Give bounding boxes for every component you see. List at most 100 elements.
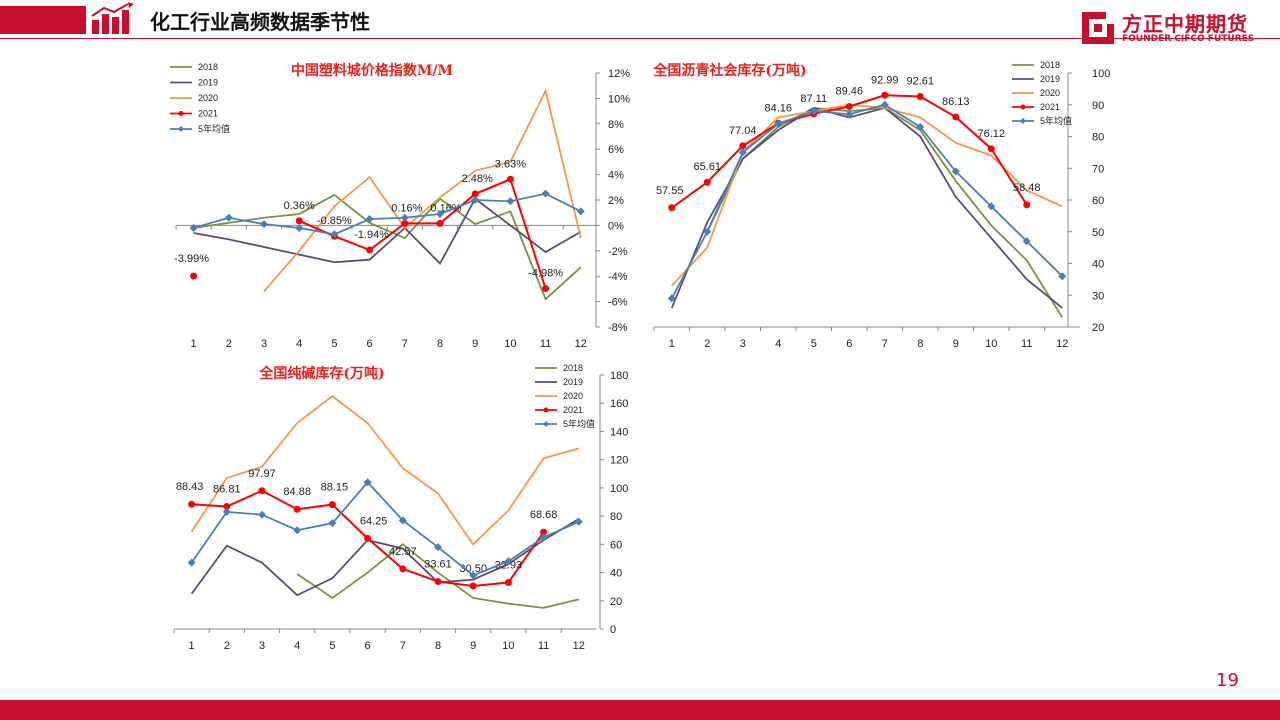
data-label-2021: 76.12 xyxy=(977,128,1005,140)
header-divider xyxy=(0,38,1280,39)
data-point-2021 xyxy=(845,102,853,110)
data-point-avg xyxy=(471,196,480,204)
x-tick-label: 11 xyxy=(538,640,549,652)
series-line-2019 xyxy=(190,518,580,597)
data-point-avg xyxy=(436,209,444,218)
data-point-avg xyxy=(1022,237,1031,246)
y-tick-label: 180 xyxy=(610,370,628,382)
legend-label: 5年均值 xyxy=(198,123,230,134)
data-point-avg xyxy=(916,122,925,131)
legend-label: 2021 xyxy=(198,109,218,119)
series-line-5年均值 xyxy=(190,480,580,577)
company-logo: 方正中期期货 FOUNDER CIFCO FUTURES xyxy=(1080,8,1270,48)
x-tick-label: 11 xyxy=(540,338,551,350)
x-tick-label: 4 xyxy=(775,338,781,350)
data-point-2021 xyxy=(504,579,512,587)
data-point-2021 xyxy=(364,534,372,542)
x-tick-label: 5 xyxy=(329,640,335,652)
data-point-avg xyxy=(539,533,548,542)
legend-label: 5年均值 xyxy=(563,418,595,429)
data-label-2021: 88.15 xyxy=(321,482,349,494)
data-point-2021 xyxy=(258,487,266,495)
legend-label: 2018 xyxy=(198,62,218,72)
y-tick-label: 100 xyxy=(1092,68,1110,80)
data-point-2021 xyxy=(436,219,444,227)
y-tick-label: 20 xyxy=(610,596,622,608)
series-line-2020 xyxy=(671,103,1063,287)
x-tick-label: 1 xyxy=(669,338,675,350)
y-tick-label: 70 xyxy=(1092,163,1104,175)
data-label-2021: 57.55 xyxy=(656,185,684,197)
series-line-2021 xyxy=(298,177,547,289)
data-point-2021 xyxy=(916,92,924,100)
data-point-2021 xyxy=(703,178,711,186)
rising-chart-icon xyxy=(91,2,134,34)
header-accent-block xyxy=(0,6,86,34)
data-label-2021: 92.99 xyxy=(871,74,899,86)
x-tick-label: 8 xyxy=(435,640,441,652)
data-point-2021 xyxy=(881,91,889,99)
x-tick-label: 7 xyxy=(402,338,408,350)
page-number: 19 xyxy=(1216,670,1239,691)
legend-label: 2020 xyxy=(1040,88,1060,98)
y-tick-label: 4% xyxy=(608,170,624,182)
data-point-2021 xyxy=(188,500,196,508)
data-point-avg xyxy=(951,167,960,176)
x-tick-label: 7 xyxy=(882,338,888,350)
y-tick-label: -8% xyxy=(608,322,628,334)
x-tick-label: 1 xyxy=(191,338,197,350)
y-tick-label: 6% xyxy=(608,144,624,156)
data-label-2021: 97.97 xyxy=(248,468,276,480)
y-tick-label: -2% xyxy=(608,246,628,258)
y-tick-label: 90 xyxy=(1092,100,1104,112)
y-tick-label: 40 xyxy=(1092,259,1104,271)
data-label-2021: 65.61 xyxy=(693,161,721,173)
header-bar: 化工行业高频数据季节性 xyxy=(0,0,1280,40)
legend-marker xyxy=(543,421,549,427)
data-label-2021: 89.46 xyxy=(835,85,863,97)
x-tick-label: 10 xyxy=(502,640,514,652)
data-label-2021: -0.85% xyxy=(317,215,352,227)
data-point-avg xyxy=(880,100,889,109)
x-tick-label: 11 xyxy=(1021,338,1032,350)
data-label-2021: 86.13 xyxy=(942,96,970,108)
data-point-avg xyxy=(738,148,747,157)
data-label-2021: -3.99% xyxy=(174,253,209,265)
y-tick-label: 80 xyxy=(610,511,622,523)
x-tick-label: 8 xyxy=(917,338,923,350)
legend-label: 5年均值 xyxy=(1040,115,1072,126)
data-point-2021 xyxy=(328,501,336,509)
data-point-avg xyxy=(189,223,198,232)
x-tick-label: 9 xyxy=(470,640,476,652)
data-point-avg xyxy=(398,516,407,525)
legend-label: 2020 xyxy=(563,391,583,401)
x-tick-label: 5 xyxy=(811,338,817,350)
x-tick-label: 2 xyxy=(224,640,230,652)
x-tick-label: 10 xyxy=(504,338,516,350)
chart-title: 中国塑料城价格指数M/M xyxy=(291,62,453,79)
data-point-avg xyxy=(504,557,513,566)
legend-marker xyxy=(178,111,184,116)
y-tick-label: -6% xyxy=(608,297,628,309)
data-point-2021 xyxy=(366,246,374,254)
y-tick-label: -4% xyxy=(608,271,628,283)
x-tick-label: 12 xyxy=(1056,338,1068,350)
data-label-2021: 68.68 xyxy=(530,509,558,521)
chart-title: 全国纯碱库存(万吨) xyxy=(258,365,384,382)
legend-label: 2019 xyxy=(1040,74,1060,84)
x-tick-label: 9 xyxy=(953,338,959,350)
x-tick-label: 6 xyxy=(365,640,371,652)
y-tick-label: 140 xyxy=(610,426,628,438)
y-tick-label: 0 xyxy=(610,624,616,636)
data-point-avg xyxy=(187,558,196,567)
data-label-2021: 0.16% xyxy=(391,202,422,214)
y-tick-label: 60 xyxy=(1092,195,1104,207)
series-line-2020 xyxy=(263,88,582,293)
legend-label: 2019 xyxy=(198,78,218,88)
data-point-2021 xyxy=(542,285,550,293)
series-line-2019 xyxy=(193,197,582,265)
legend-label: 2021 xyxy=(563,405,583,415)
x-tick-label: 4 xyxy=(296,338,302,350)
